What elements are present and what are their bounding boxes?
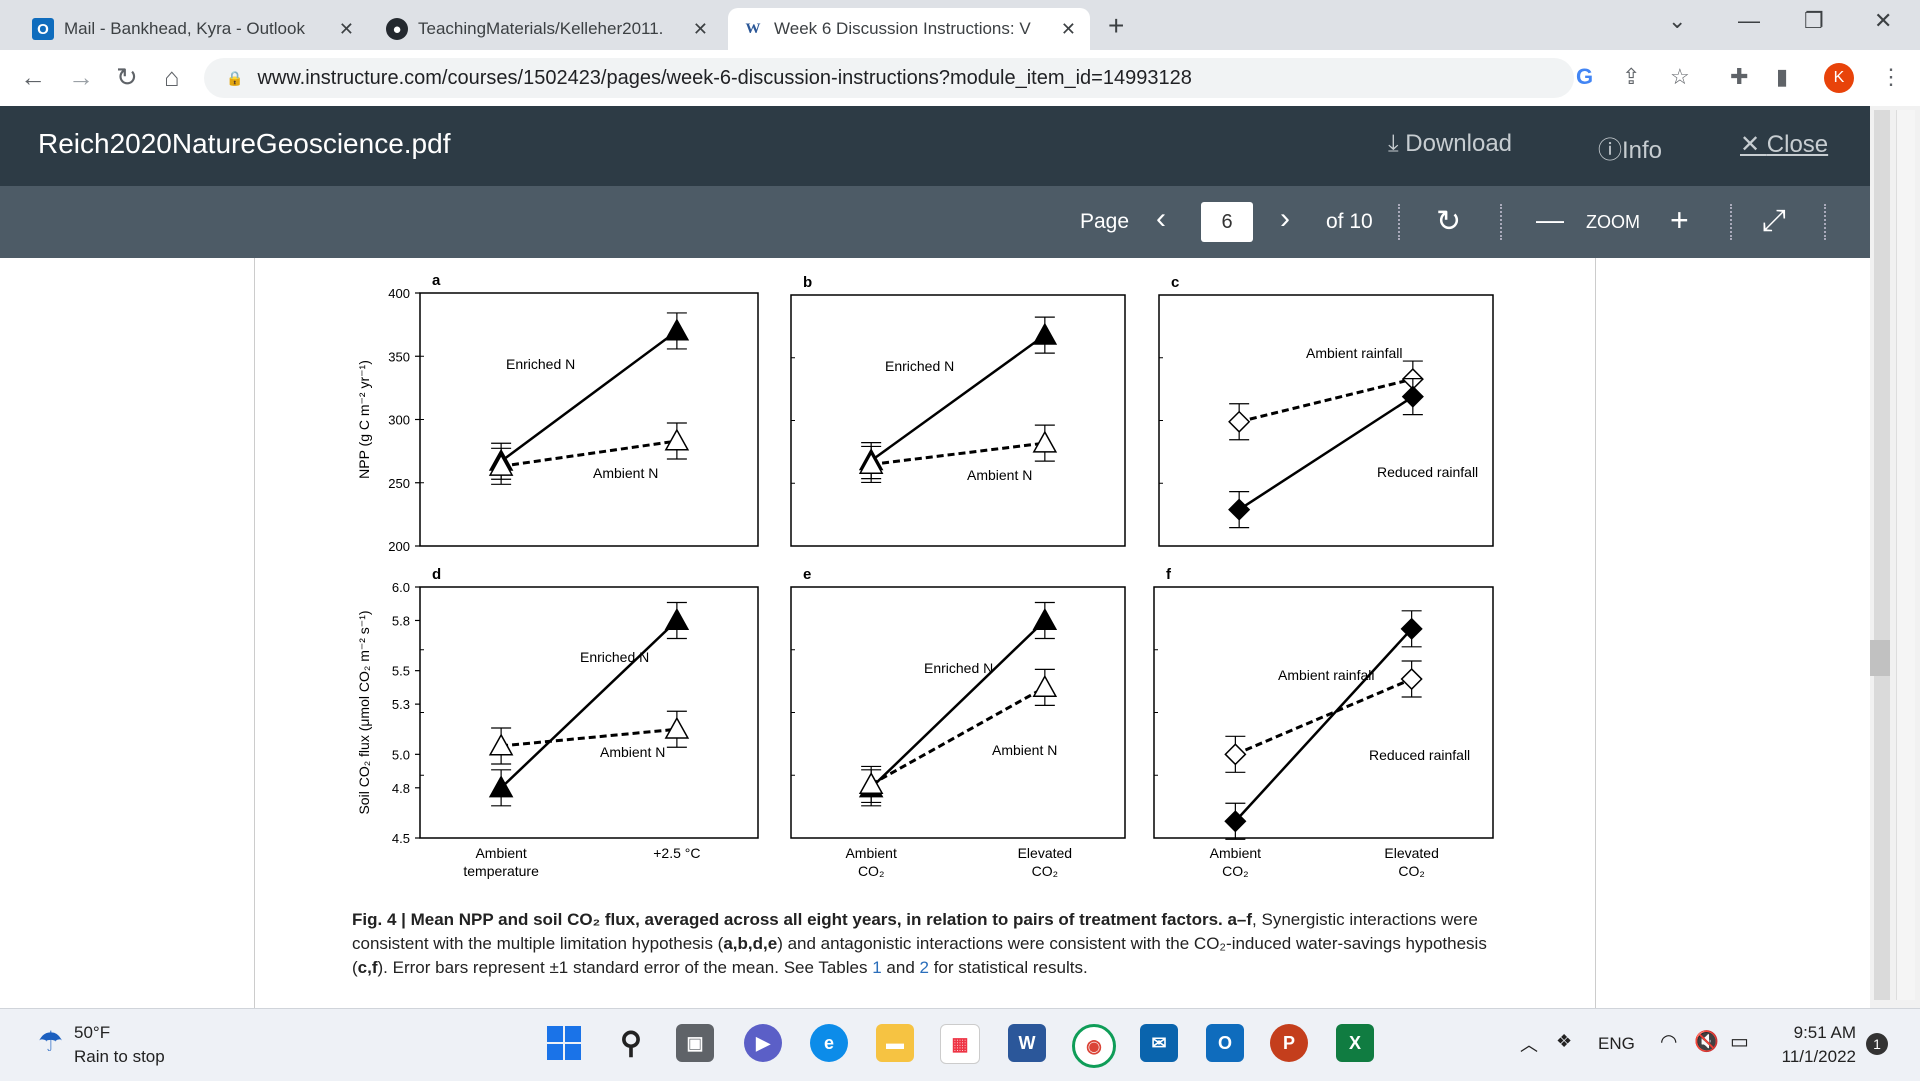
prev-page-icon[interactable]: ‹ [1156,202,1166,235]
tab-outlook[interactable]: O Mail - Bankhead, Kyra - Outlook ✕ [18,8,368,50]
divider [1824,204,1827,240]
wifi-icon[interactable]: ◠ [1660,1031,1678,1053]
browser-tab-bar: O Mail - Bankhead, Kyra - Outlook ✕ ● Te… [0,0,1920,50]
rotate-icon[interactable]: ↻ [1436,205,1462,238]
weather-temp[interactable]: 50°F [74,1023,111,1042]
edge-icon[interactable]: e [810,1024,848,1062]
close-tab-icon[interactable]: ✕ [338,18,354,39]
show-hidden-icons[interactable]: ︿ [1520,1035,1538,1055]
dropbox-icon[interactable]: ❖ [1556,1031,1573,1051]
store-icon[interactable]: ▦ [940,1024,980,1064]
search-icon[interactable]: ⚲ [620,1026,642,1060]
file-explorer-icon[interactable]: ▬ [876,1024,914,1062]
start-button[interactable] [545,1024,583,1062]
divider [1500,204,1503,240]
page-count: of 10 [1326,210,1373,233]
mail-icon[interactable]: ✉ [1140,1024,1178,1062]
scroll-thumb[interactable] [1870,640,1890,676]
menu-icon[interactable]: ⋮ [1880,64,1902,89]
close-icon: ✕ [1740,131,1767,158]
url-field[interactable]: 🔒 www.instructure.com/courses/1502423/pa… [204,58,1574,98]
minimize-button[interactable]: — [1738,8,1760,33]
table-2-link[interactable]: 2 [919,958,929,977]
tab-week6[interactable]: W Week 6 Discussion Instructions: V ✕ [728,8,1090,50]
clock-time[interactable]: 9:51 AM [1793,1023,1856,1042]
outlook-taskbar-icon[interactable]: O [1206,1024,1244,1062]
google-icon[interactable]: G [1576,64,1594,89]
zoom-label: ZOOM [1586,212,1640,232]
github-icon: ● [386,18,408,40]
info-icon: ⓘ [1598,137,1622,164]
back-icon[interactable]: ← [20,62,46,92]
chrome-icon[interactable]: ◉ [1072,1024,1116,1068]
word-icon: W [745,20,761,37]
reload-icon[interactable]: ↻ [116,62,138,92]
excel-icon[interactable]: X [1336,1024,1374,1062]
divider [1398,204,1401,240]
weather-icon: ☂ [38,1026,64,1057]
outlook-icon: O [32,18,54,40]
outer-scroll-track[interactable] [1874,110,1890,1000]
tab-search-icon[interactable]: ⌄ [1668,8,1687,33]
share-icon[interactable]: ⇪ [1622,64,1641,89]
close-window-button[interactable]: ✕ [1874,8,1893,33]
pdf-filename: Reich2020NatureGeoscience.pdf [38,128,451,159]
side-panel-icon[interactable]: ▮ [1776,64,1789,89]
table-1-link[interactable]: 1 [872,958,882,977]
pdf-page [254,258,1596,1008]
info-button[interactable]: ⓘInfo [1598,137,1663,164]
clock-date[interactable]: 11/1/2022 [1781,1047,1856,1066]
figure-caption: Fig. 4 | Mean NPP and soil CO₂ flux, ave… [352,910,1487,977]
inner-scroll-track[interactable] [1896,110,1915,1000]
download-icon: ⤓ [1388,130,1399,157]
language-indicator[interactable]: ENG [1598,1034,1635,1053]
page-scrollbar[interactable] [1870,106,1920,1008]
battery-icon[interactable]: ▭ [1730,1031,1749,1053]
page-label: Page [1080,210,1130,233]
restore-button[interactable]: ❐ [1804,8,1824,33]
notification-badge[interactable]: 1 [1866,1033,1888,1055]
address-bar: ← → ↻ ⌂ 🔒 www.instructure.com/courses/15… [0,50,1920,107]
fullscreen-icon[interactable]: ⤢ [1762,204,1786,237]
pdf-viewer-header: Reich2020NatureGeoscience.pdf ⤓ Download… [0,106,1870,186]
pdf-toolbar: Page ‹ 6 › of 10 ↻ — ZOOM + ⤢ [0,186,1870,258]
powerpoint-icon[interactable]: P [1270,1024,1308,1062]
weather-desc[interactable]: Rain to stop [74,1047,165,1066]
windows-icon [547,1026,581,1060]
extensions-icon[interactable]: ✚ [1730,64,1749,89]
tab-github[interactable]: ● TeachingMaterials/Kelleher2011. ✕ [372,8,722,50]
next-page-icon[interactable]: › [1280,202,1290,235]
page-number-input[interactable]: 6 [1201,202,1253,242]
divider [1730,204,1733,240]
task-view-icon[interactable]: ▣ [676,1024,714,1062]
bookmark-star-icon[interactable]: ☆ [1670,64,1690,89]
zoom-out-icon[interactable]: — [1536,204,1564,235]
profile-avatar[interactable]: K [1824,63,1854,93]
volume-muted-icon[interactable]: 🔇 [1694,1031,1719,1053]
close-tab-icon[interactable]: ✕ [692,18,708,39]
close-button[interactable]: ✕ Close [1740,131,1829,158]
teams-chat-icon[interactable]: ▶ [744,1024,782,1062]
lock-icon: 🔒 [226,69,244,86]
forward-icon[interactable]: → [68,62,94,92]
zoom-in-icon[interactable]: + [1670,202,1689,238]
new-tab-button[interactable]: + [1108,10,1125,41]
word-taskbar-icon[interactable]: W [1008,1024,1046,1062]
download-button[interactable]: ⤓ Download [1388,130,1513,157]
home-icon[interactable]: ⌂ [164,62,180,92]
close-tab-icon[interactable]: ✕ [1060,18,1076,39]
